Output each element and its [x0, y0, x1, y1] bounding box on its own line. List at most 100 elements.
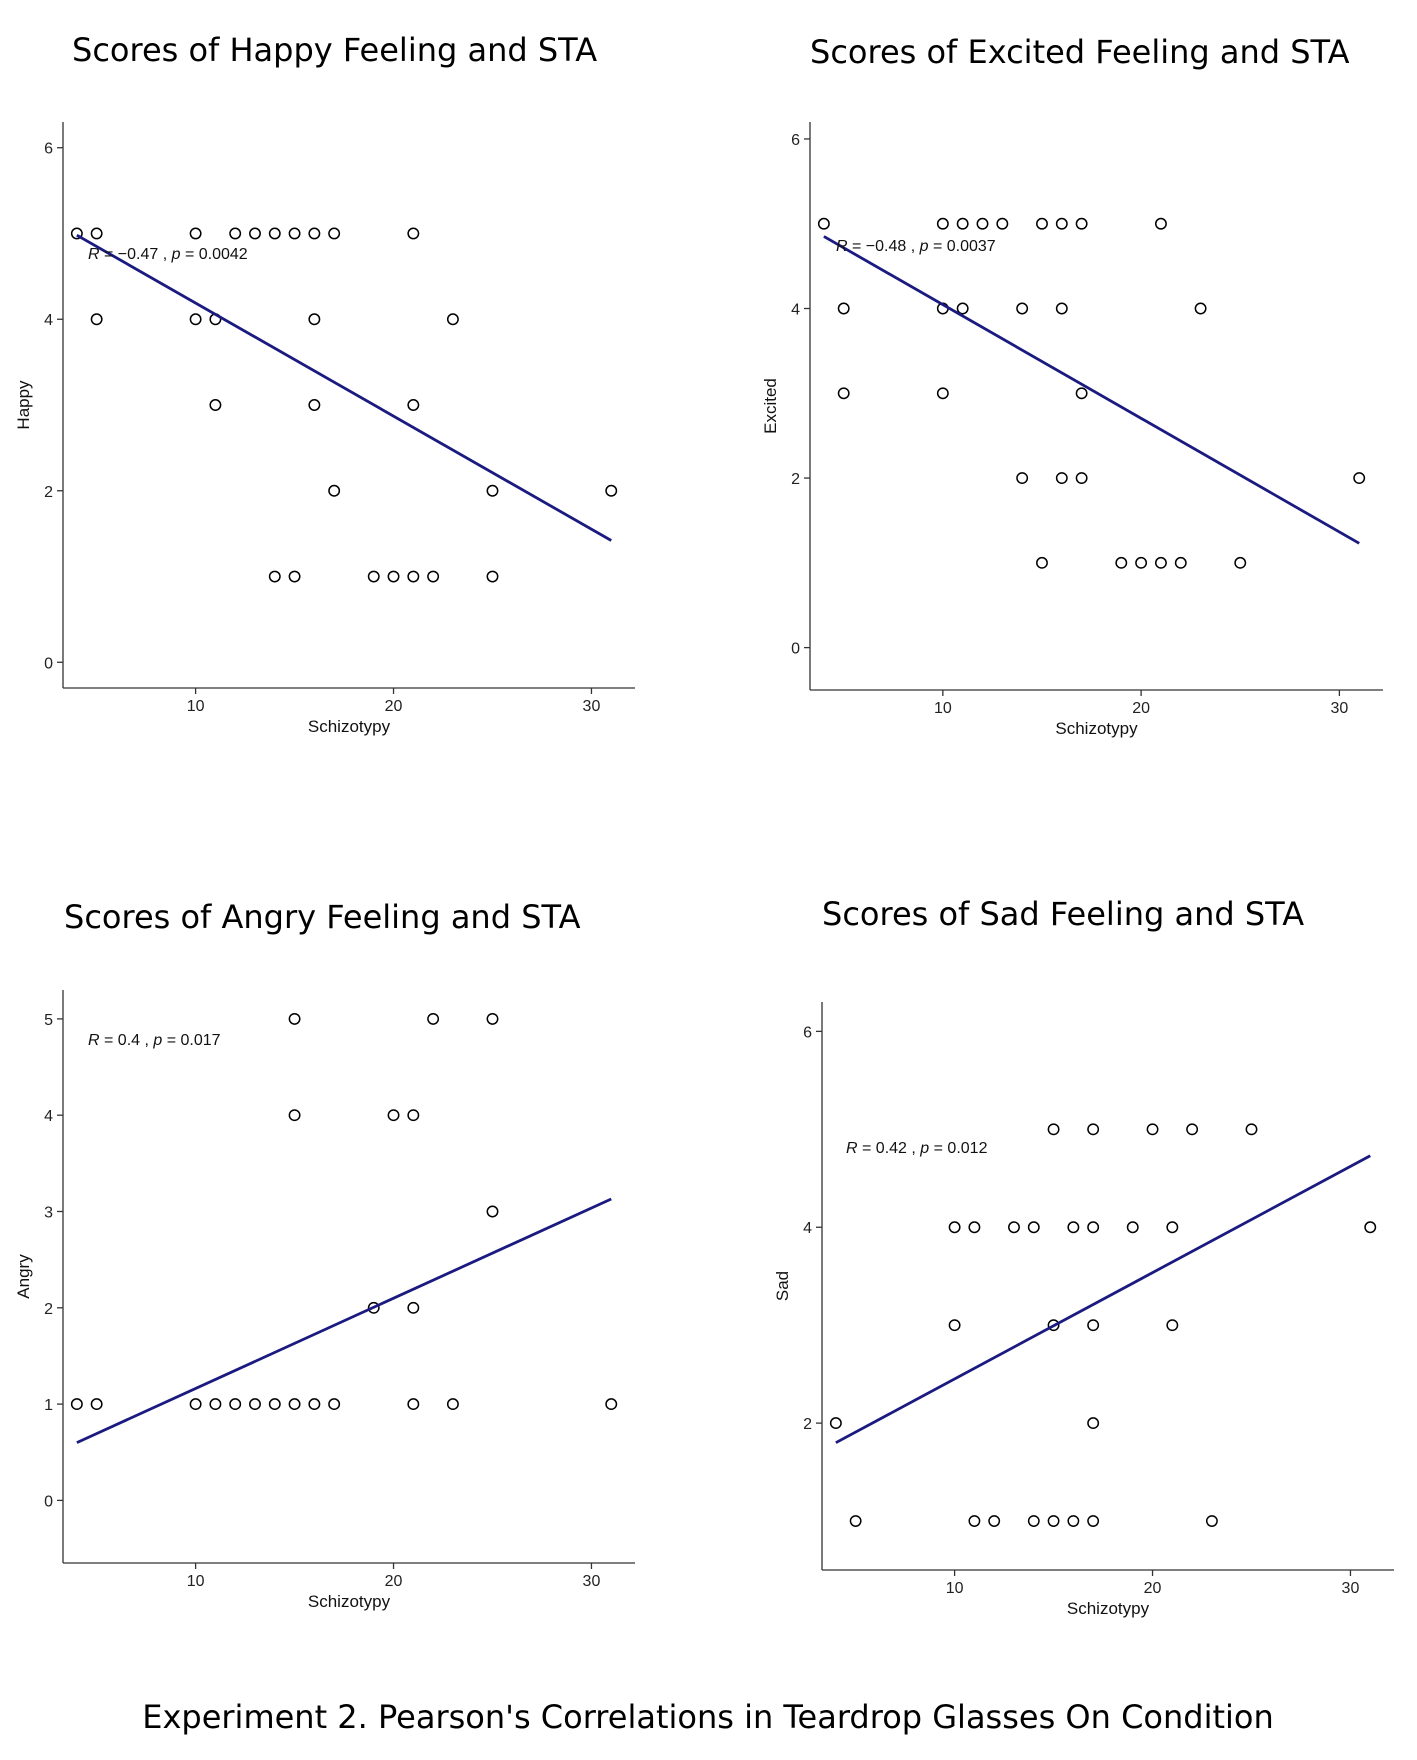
data-point	[70, 1398, 83, 1411]
data-point	[817, 217, 830, 230]
chart-title: Scores of Angry Feeling and STA	[64, 898, 581, 936]
data-point	[936, 217, 949, 230]
data-point	[229, 1398, 242, 1411]
data-point	[1166, 1221, 1179, 1234]
annotation-r-value: = −0.48 ,	[848, 238, 920, 255]
annotation-p-label: p	[919, 238, 929, 255]
y-tick-label: 1	[44, 1397, 53, 1414]
correlation-annotation: R = −0.48 , p = 0.0037	[836, 238, 996, 255]
data-point	[1036, 556, 1048, 569]
y-tick-label: 0	[791, 641, 800, 658]
data-point	[407, 227, 420, 240]
data-point	[308, 1398, 321, 1411]
data-point	[427, 1012, 440, 1025]
data-point	[446, 313, 459, 326]
data-point	[486, 1205, 499, 1218]
data-point	[1194, 302, 1207, 315]
correlation-annotation: R = −0.47 , p = 0.0042	[88, 246, 248, 263]
annotation-p-value: = 0.0042	[181, 246, 248, 263]
data-point	[407, 1301, 420, 1314]
data-point	[968, 1221, 981, 1234]
data-point	[1027, 1221, 1040, 1234]
data-point	[1047, 1319, 1060, 1332]
annotation-p-label: p	[152, 1032, 162, 1049]
data-point	[1016, 302, 1029, 315]
annotation-p-label: p	[171, 246, 181, 263]
data-point	[427, 570, 440, 583]
data-point	[837, 387, 850, 400]
data-point	[407, 399, 420, 411]
y-axis-label: Excited	[761, 378, 780, 434]
data-point	[1055, 302, 1068, 315]
data-point	[1364, 1221, 1377, 1234]
annotation-p-value: = 0.012	[929, 1140, 987, 1157]
annotation-r-value: = −0.47 ,	[100, 246, 172, 263]
data-point	[1087, 1417, 1100, 1430]
annotation-p-label: p	[919, 1140, 929, 1157]
data-point	[90, 1398, 103, 1411]
x-tick-label: 20	[385, 698, 403, 715]
data-point	[1016, 472, 1029, 485]
data-point	[1353, 472, 1366, 485]
data-point	[1087, 1221, 1100, 1234]
data-point	[268, 1398, 281, 1411]
data-point	[367, 570, 380, 583]
data-point	[1154, 556, 1167, 569]
annotation-r-label: R	[88, 246, 100, 263]
data-point	[1047, 1123, 1060, 1136]
data-point	[849, 1515, 862, 1527]
data-point	[367, 1301, 380, 1314]
data-point	[249, 227, 261, 240]
annotation-r-label: R	[846, 1140, 858, 1157]
data-point	[268, 227, 281, 240]
x-tick-label: 30	[583, 1573, 601, 1590]
data-point	[249, 1398, 261, 1411]
data-point	[1154, 217, 1167, 230]
x-tick-label: 20	[385, 1573, 403, 1590]
y-tick-label: 2	[791, 471, 800, 488]
y-axis-label: Happy	[14, 380, 33, 430]
correlation-annotation: R = 0.42 , p = 0.012	[846, 1140, 988, 1157]
data-point	[407, 570, 420, 583]
chart-title: Scores of Happy Feeling and STA	[72, 31, 597, 69]
data-point	[328, 227, 341, 240]
data-point	[328, 1398, 341, 1411]
data-point	[1008, 1221, 1020, 1234]
data-point	[288, 227, 301, 240]
y-tick-label: 2	[803, 1416, 812, 1433]
regression-line	[76, 1197, 612, 1444]
data-point	[288, 1398, 301, 1411]
data-point	[996, 217, 1009, 230]
data-point	[1087, 1515, 1100, 1527]
data-point	[605, 1398, 618, 1411]
y-tick-label: 6	[44, 141, 53, 158]
data-point	[1087, 1123, 1100, 1136]
data-point	[1075, 217, 1088, 230]
y-tick-label: 0	[44, 655, 53, 672]
chart-title: Scores of Excited Feeling and STA	[810, 33, 1350, 71]
data-point	[1186, 1123, 1199, 1136]
data-point	[1047, 1515, 1060, 1527]
y-tick-label: 4	[44, 1108, 53, 1125]
data-point	[956, 302, 969, 315]
data-point	[988, 1515, 1001, 1527]
data-point	[70, 227, 83, 240]
x-tick-label: 10	[187, 1573, 205, 1590]
data-point	[1036, 217, 1048, 230]
chart-title: Scores of Sad Feeling and STA	[822, 895, 1304, 933]
data-point	[829, 1417, 842, 1430]
y-tick-label: 0	[44, 1493, 53, 1510]
data-point	[288, 570, 301, 583]
y-axis-label: Angry	[14, 1254, 33, 1299]
data-point	[308, 227, 321, 240]
data-point	[189, 227, 202, 240]
x-tick-label: 30	[1342, 1580, 1360, 1597]
data-point	[387, 570, 400, 583]
data-point	[407, 1398, 420, 1411]
y-tick-label: 2	[44, 1301, 53, 1318]
data-point	[968, 1515, 981, 1527]
data-point	[189, 313, 202, 326]
data-point	[1075, 387, 1088, 400]
y-tick-label: 4	[44, 312, 53, 329]
